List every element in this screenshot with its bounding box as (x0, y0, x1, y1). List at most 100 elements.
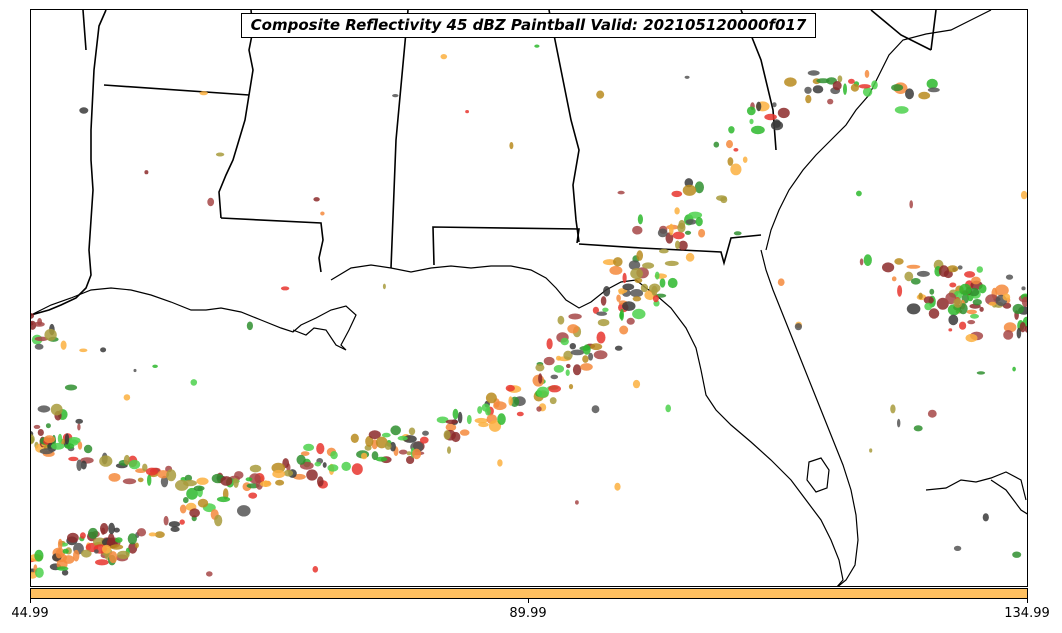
coast-georgia-sc (765, 10, 992, 251)
storm-blob-florida-panhandle-band (233, 477, 239, 488)
storm-blob-atlantic-offshore-cluster (31, 312, 35, 319)
storm-blob-atlantic-offshore-cluster (906, 303, 921, 315)
storm-blob-gulf-squall-band (57, 538, 63, 550)
storm-blob-southeast-coast-cluster (659, 248, 669, 254)
storm-blob-florida-panhandle-band (160, 475, 169, 488)
storm-blob-southeast-coast-cluster (804, 86, 812, 94)
storm-blob-gulf-squall-band (73, 549, 80, 562)
storm-blob-southeast-coast-cluster (630, 268, 643, 280)
storm-blob-southeast-coast-cluster (832, 81, 842, 91)
storm-blob-atlantic-offshore-cluster (894, 258, 904, 265)
storm-blob-gulf-squall-band (445, 423, 457, 432)
storm-blob-florida-panhandle-band (316, 443, 325, 455)
storm-blob-gulf-squall-band (34, 549, 44, 562)
storm-blob-atlantic-offshore-cluster (897, 285, 903, 297)
storm-blob-southeast-coast-cluster (672, 231, 685, 240)
storm-blob-gulf-squall-band (365, 435, 374, 447)
storm-blob-gulf-squall-band (248, 492, 258, 499)
storm-blob-gulf-squall-band (381, 432, 391, 438)
storm-blob-gulf-squall-band (488, 420, 502, 432)
storm-blob-southeast-coast-cluster (684, 230, 692, 235)
storm-blob-southeast-coast-cluster (727, 157, 734, 166)
storm-blob-southeast-coast-cluster (664, 260, 679, 266)
colorbar-tick-max (1027, 599, 1028, 603)
storm-blob-gulf-squall-band (538, 373, 543, 384)
border-louisiana-mississippi (220, 217, 324, 273)
storm-blob-isolated (777, 278, 785, 287)
storm-blob-gulf-squall-band (170, 526, 180, 532)
storm-blob-atlantic-offshore-cluster (1021, 296, 1027, 307)
storm-blob-atlantic-offshore-cluster (1012, 303, 1024, 315)
storm-blob-gulf-squall-band (580, 363, 593, 371)
storm-blob-isolated (927, 409, 937, 418)
storm-blob-gulf-squall-band (113, 527, 120, 533)
storm-blob-southeast-coast-cluster (674, 207, 680, 215)
storm-blob-florida-panhandle-band (260, 480, 272, 487)
storm-blob-southeast-coast-cluster (926, 78, 938, 89)
storm-blob-gulf-squall-band (630, 289, 644, 298)
storm-blob-southeast-coast-cluster (657, 228, 668, 238)
storm-blob-gulf-squall-band (327, 464, 339, 472)
storm-blob-gulf-squall-band (95, 559, 109, 566)
storm-blob-florida-panhandle-band (33, 424, 41, 429)
storm-blob-florida-panhandle-band (142, 463, 148, 472)
storm-blob-gulf-squall-band (640, 283, 649, 293)
storm-blob-gulf-squall-band (62, 555, 75, 564)
storm-blob-southeast-coast-cluster (675, 240, 680, 250)
storm-blob-isolated (617, 190, 625, 195)
storm-blob-isolated (909, 200, 913, 209)
storm-blob-isolated (246, 321, 253, 331)
storm-blob-isolated (982, 513, 989, 522)
storm-blob-florida-panhandle-band (64, 443, 75, 450)
storm-blob-southeast-coast-cluster (843, 83, 847, 95)
storm-blob-gulf-squall-band (88, 527, 98, 539)
storm-blob-gulf-squall-band (361, 452, 368, 460)
storm-blob-gulf-squall-band (459, 429, 470, 436)
storm-blob-gulf-squall-band (136, 528, 147, 537)
storm-blob-southeast-coast-cluster (770, 120, 784, 131)
border-nc-top (930, 10, 937, 51)
storm-blob-gulf-squall-band (406, 451, 412, 456)
storm-blob-southeast-coast-cluster (751, 125, 765, 135)
storm-blob-gulf-squall-band (115, 537, 123, 543)
border-tenn-top (82, 10, 87, 51)
storm-blob-gulf-squall-band (536, 386, 550, 398)
colorbar-label-max: 134.99 (1004, 606, 1050, 621)
storm-blob-isolated (869, 448, 873, 453)
storm-blob-southeast-coast-cluster (694, 181, 705, 194)
storm-blob-gulf-squall-band (478, 422, 489, 428)
storm-blob-gulf-squall-band (457, 411, 463, 424)
storm-blob-florida-panhandle-band (45, 423, 51, 429)
storm-blob-isolated (320, 211, 325, 216)
storm-blob-southeast-coast-cluster (642, 262, 655, 269)
storm-blob-isolated (976, 371, 986, 375)
storm-blob-gulf-squall-band (134, 542, 139, 549)
storm-blob-atlantic-offshore-cluster (928, 308, 940, 319)
storm-blob-isolated (152, 364, 158, 368)
storm-blob-florida-panhandle-band (83, 444, 93, 454)
storm-blob-isolated (949, 282, 957, 288)
storm-blob-atlantic-offshore-cluster (882, 262, 895, 273)
storm-blob-gulf-squall-band (127, 533, 138, 545)
map-title: Composite Reflectivity 45 dBZ Paintball … (241, 13, 816, 38)
storm-blob-gulf-squall-band (420, 436, 429, 444)
storm-blob-isolated (713, 141, 720, 148)
storm-blob-gulf-squall-band (597, 319, 610, 327)
storm-blob-isolated (190, 379, 198, 386)
storm-blob-gulf-squall-band (603, 286, 611, 297)
storm-blob-isolated (77, 423, 81, 431)
storm-blob-isolated (123, 394, 131, 401)
storm-blob-atlantic-offshore-cluster (953, 298, 963, 308)
storm-blob-atlantic-offshore-cluster (966, 309, 977, 315)
storm-blob-gulf-squall-band (109, 551, 118, 564)
storm-blob-gulf-squall-band (237, 505, 251, 517)
storm-blob-isolated (313, 197, 320, 202)
storm-blob-isolated (465, 110, 469, 114)
storm-blob-gulf-squall-band (117, 550, 130, 560)
storm-blob-isolated (733, 148, 739, 152)
storm-blob-gulf-squall-band (535, 363, 545, 372)
storm-blob-florida-panhandle-band (184, 474, 193, 482)
storm-blob-atlantic-offshore-cluster (988, 301, 997, 306)
colorbar-label-mid: 89.99 (509, 606, 547, 621)
storm-blob-isolated (632, 379, 641, 389)
